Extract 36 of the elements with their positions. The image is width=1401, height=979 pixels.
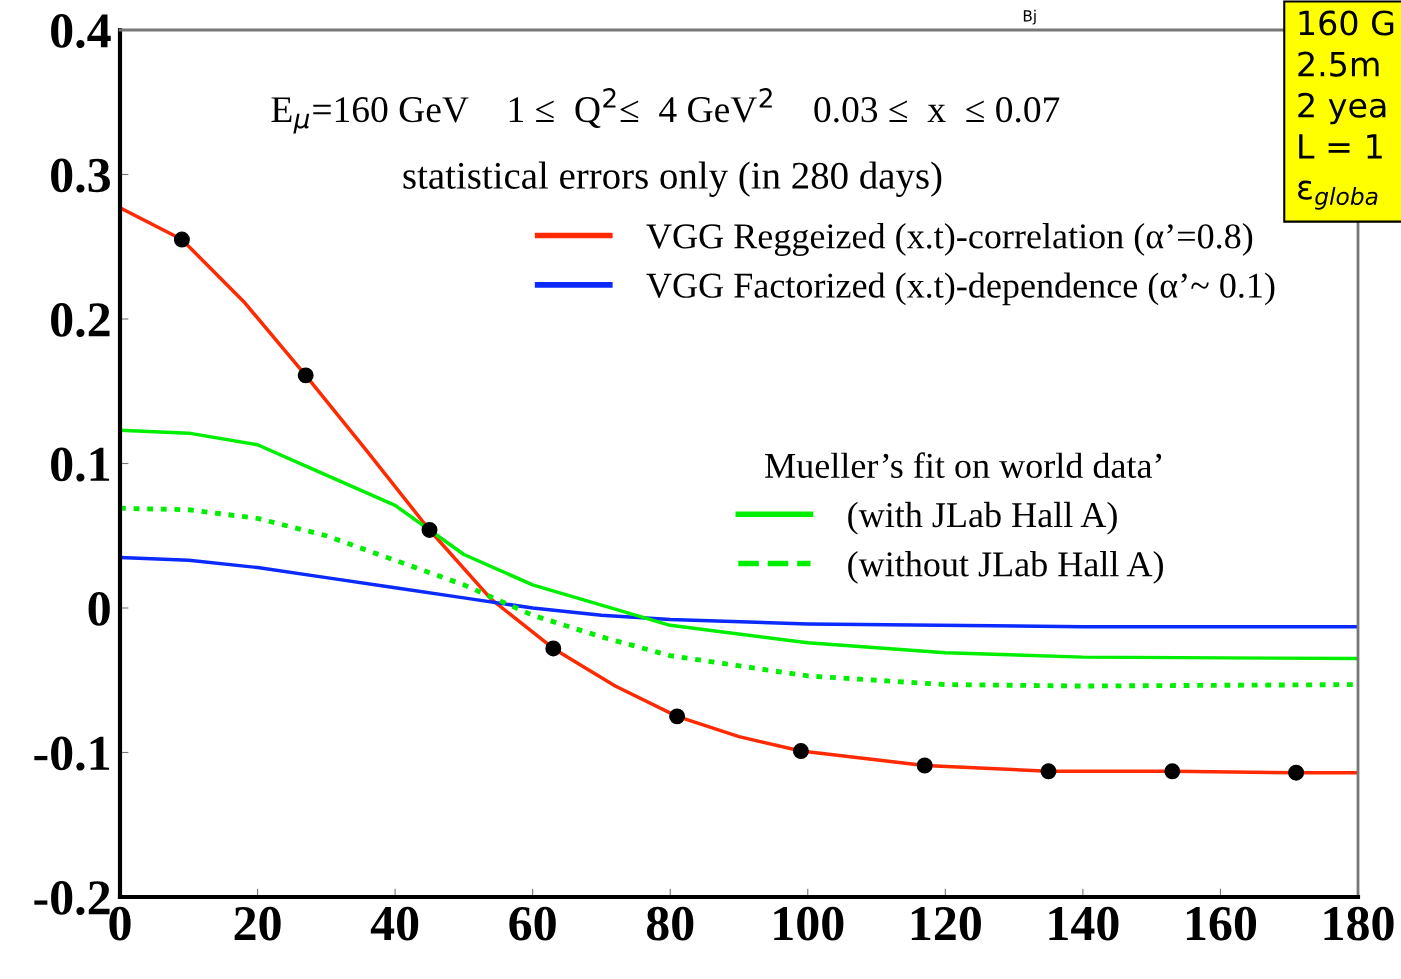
legend-label: VGG Factorized (x.t)-dependence (α’~ 0.1) xyxy=(646,272,1275,306)
annotation: 160 G 2.5m 2 yea L = 1 ε$_{globa}$ xyxy=(1298,10,1394,210)
point xyxy=(669,708,686,725)
point xyxy=(1040,763,1057,780)
point xyxy=(1164,763,1181,780)
y-tick-label: 0.1 xyxy=(51,447,110,482)
y-tick-label: -0.1 xyxy=(34,736,110,771)
legend-label: (with JLab Hall A) xyxy=(848,501,1117,535)
x-tick-label: 20 xyxy=(234,906,281,941)
x-tick-label: 100 xyxy=(774,906,844,941)
x-tick-label: 80 xyxy=(646,906,694,941)
point xyxy=(173,231,190,248)
annotation: statistical errors only (in 280 days) xyxy=(403,161,942,197)
x-tick-label: 180 xyxy=(1324,906,1394,941)
text: E$_{μ}$=160 GeV 1 ≤ Q$^{2}$≤ 4 GeV$^{2}$ 0.03 ≤ x ≤ 0.07 xyxy=(271,88,1060,134)
text: Bj xyxy=(1023,9,1036,25)
legend-label: (without JLab Hall A) xyxy=(848,551,1163,584)
x-tick-label: 60 xyxy=(509,906,556,941)
y-tick-label: 0.2 xyxy=(51,303,110,338)
x-tick-label: 120 xyxy=(911,906,981,941)
legend-label: VGG Reggeized (x.t)-correlation (α’=0.8) xyxy=(646,223,1253,256)
point xyxy=(792,743,809,760)
point xyxy=(421,521,438,538)
y-tick-label: 0 xyxy=(88,592,110,626)
point xyxy=(1288,764,1305,781)
y-tick-label: -0.2 xyxy=(34,881,110,916)
point xyxy=(545,640,562,657)
point xyxy=(916,757,933,774)
x-tick-label: 160 xyxy=(1186,906,1257,941)
line-series xyxy=(120,428,1358,661)
legend-title: Mueller’s fit on world data’ xyxy=(765,452,1162,479)
point xyxy=(297,367,314,384)
y-tick-label: 0.4 xyxy=(51,14,111,49)
x-tick-label: 140 xyxy=(1049,906,1119,941)
x-tick-label: 40 xyxy=(370,906,419,941)
y-tick-label: 0.3 xyxy=(51,158,110,193)
